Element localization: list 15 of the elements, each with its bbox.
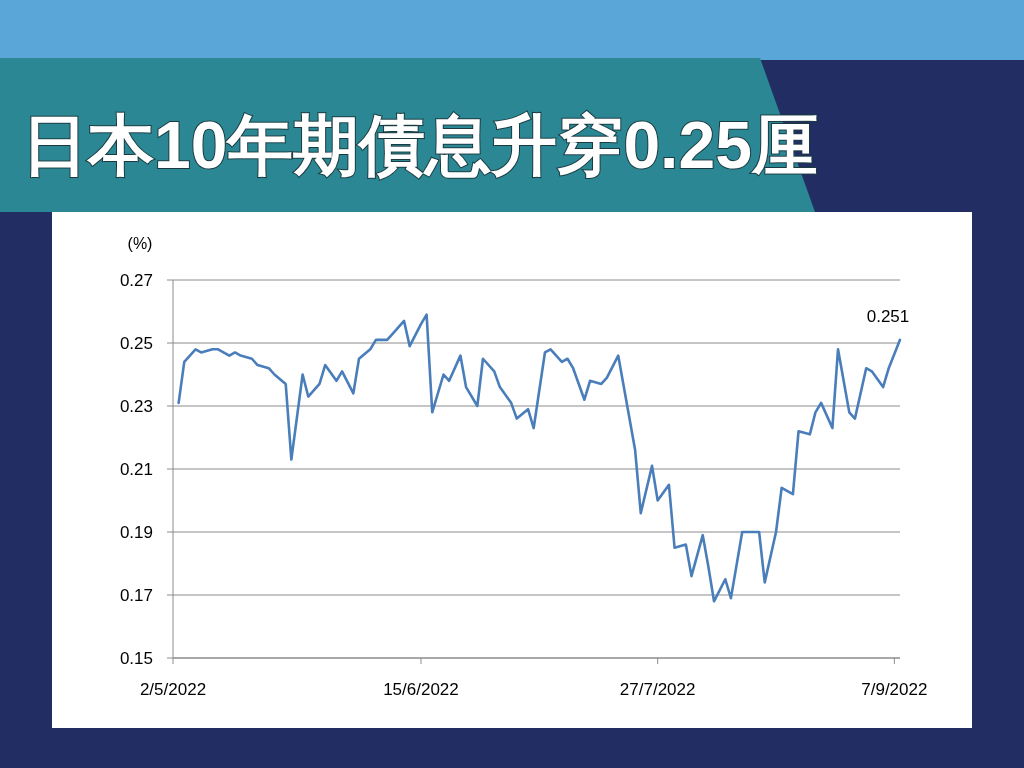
- x-tick-label: 7/9/2022: [861, 680, 928, 699]
- y-axis-title: (%): [127, 235, 153, 252]
- title: 日本10年期債息升穿0.25厘: [22, 108, 818, 182]
- y-tick-label: 0.21: [119, 460, 153, 479]
- y-tick-label: 0.27: [119, 271, 153, 290]
- x-tick-label: 2/5/2022: [139, 680, 207, 699]
- y-tick-label: 0.19: [119, 523, 153, 542]
- y-tick-label: 0.17: [119, 586, 153, 605]
- y-tick-label: 0.25: [119, 334, 153, 353]
- x-tick-label: 27/7/2022: [619, 680, 696, 699]
- y-tick-label: 0.15: [119, 649, 153, 668]
- x-tick-label: 15/6/2022: [383, 680, 459, 699]
- y-tick-label: 0.23: [119, 397, 153, 416]
- plot: 0.15 0.17 0.19 0.21 0.23 0.25 0.27 2/5/2022 15/6/2022 27/7/2022 7/9/2022 (%) 0.251: [119, 235, 928, 699]
- annotation: 0.251: [866, 306, 910, 326]
